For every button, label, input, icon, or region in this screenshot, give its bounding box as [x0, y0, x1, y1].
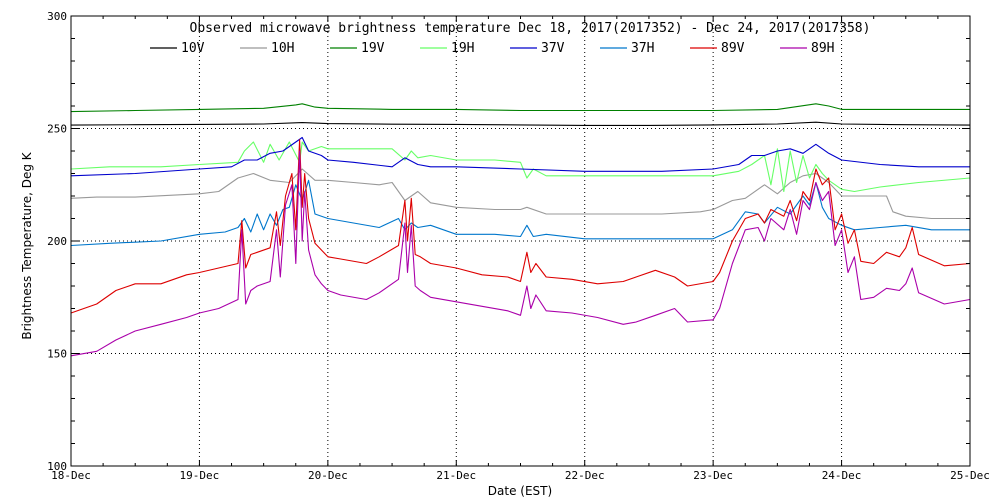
series-lines: [70, 103, 971, 357]
legend-label-89v: 89V: [721, 41, 745, 56]
series-line-37v: [70, 136, 970, 177]
x-tick-label: 24-Dec: [822, 469, 862, 482]
chart-title: Observed microwave brightness temperatur…: [190, 21, 871, 36]
legend: 10V 10H 19V 19H 37V 37H 89V 89H: [150, 41, 834, 56]
series-line-19h: [70, 141, 971, 193]
y-tick-label: 150: [47, 348, 67, 361]
legend-label-89h: 89H: [811, 41, 834, 56]
legend-label-37h: 37H: [631, 41, 654, 56]
x-tick-label: 23-Dec: [693, 469, 733, 482]
series-line-37h: [70, 179, 970, 247]
axis-ticks: 18-Dec 19-Dec 20-Dec 21-Dec 22-Dec 23-Dec 24-D…: [47, 10, 990, 482]
x-tick-label: 25-Dec: [950, 469, 990, 482]
x-tick-label: 19-Dec: [180, 469, 220, 482]
x-tick-label: 22-Dec: [565, 469, 605, 482]
series-line-10h: [70, 168, 970, 220]
legend-label-37v: 37V: [541, 41, 565, 56]
x-tick-label: 20-Dec: [308, 469, 348, 482]
legend-label-19h: 19H: [451, 41, 474, 56]
x-tick-label: 18-Dec: [51, 469, 91, 482]
legend-label-19v: 19V: [361, 41, 385, 56]
y-tick-label: 100: [47, 460, 67, 473]
x-tick-label: 21-Dec: [436, 469, 476, 482]
legend-label-10v: 10V: [181, 41, 205, 56]
chart-grid: [71, 16, 970, 466]
y-tick-label: 300: [47, 10, 67, 23]
series-line-89h: [70, 150, 971, 357]
x-axis-label: Date (EST): [488, 484, 552, 498]
series-line-19v: [70, 103, 970, 113]
y-axis-label: Brightness Temperature, Deg K: [20, 151, 34, 339]
legend-label-10h: 10H: [271, 41, 294, 56]
series-line-89v: [70, 139, 971, 314]
series-line-10v: [70, 121, 971, 126]
y-tick-label: 200: [47, 235, 67, 248]
y-tick-label: 250: [47, 123, 67, 136]
